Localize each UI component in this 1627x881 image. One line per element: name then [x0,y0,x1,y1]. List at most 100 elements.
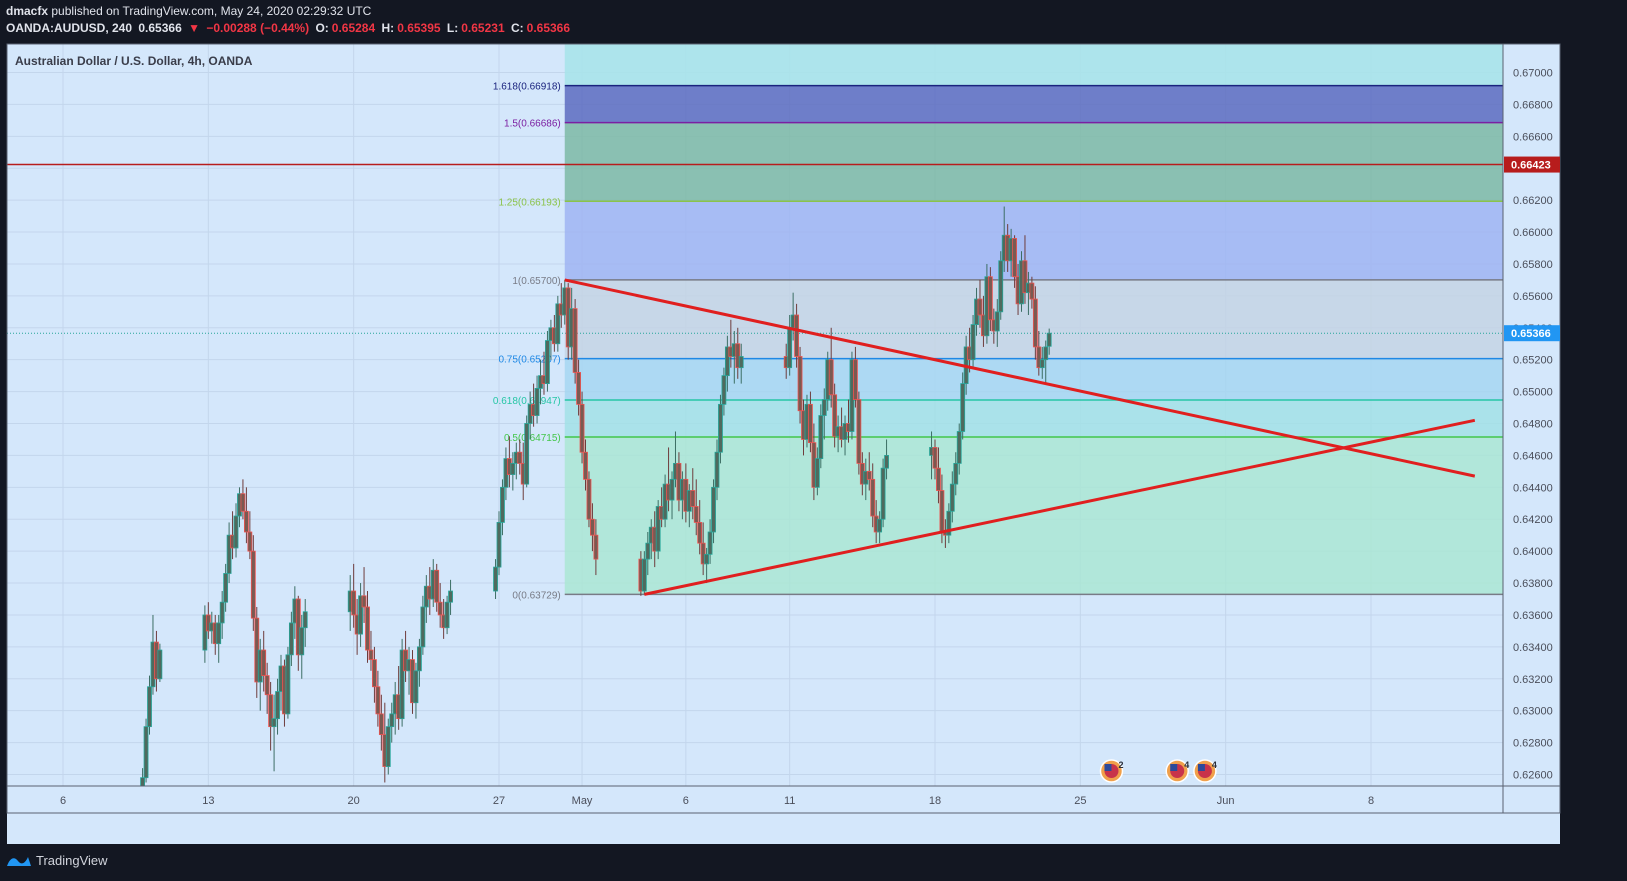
fib-zone [564,201,1503,280]
trendlines[interactable] [564,278,1476,596]
candle-body [949,483,955,512]
resistance-price-tag[interactable] [1504,156,1560,173]
candle-body [866,470,872,480]
fib-label: 1.618(0.66918) [493,82,561,93]
candle-body [956,431,962,464]
candle-body [655,506,661,552]
candle-body [814,458,820,488]
publisher-name[interactable]: dmacfx [6,4,49,18]
price-tick-label: 0.63000 [1513,706,1553,718]
candle-body [268,694,274,728]
trendline[interactable] [644,418,1476,596]
candle-body [517,451,523,464]
candle-body [939,490,945,533]
current-price-tag[interactable] [1504,325,1560,342]
fib-label: 0.618(0.64947) [493,396,561,407]
price-tick-label: 0.66200 [1513,195,1553,207]
candle-body [700,542,706,565]
candle-body [1039,359,1045,369]
time-tick-label: May [572,795,593,807]
candle-body [1036,346,1042,369]
time-tick-label: 13 [202,795,214,807]
candle-body [1046,332,1052,347]
candle-body [372,659,377,688]
candle-body [960,383,966,432]
candle-body [448,590,453,603]
candle-body [389,713,395,728]
candle-body [870,478,876,517]
candle-body [240,493,246,512]
candle-body [378,713,384,736]
candle-body [593,534,599,560]
candle-body [285,654,291,715]
candle-body [219,601,225,624]
time-tick-label: 6 [683,795,689,807]
price-tick-label: 0.63400 [1513,642,1553,654]
time-tick-label: Jun [1217,795,1235,807]
chart-frame [6,43,1561,814]
flag-canton-icon [1170,764,1178,771]
price-tick-label: 0.64000 [1513,546,1553,558]
published-text: published on TradingView.com, May 24, 20… [51,4,372,18]
candle-body [693,506,699,523]
trendline[interactable] [564,278,1476,478]
down-arrow-icon: ▼ [188,21,200,35]
chart-title: Australian Dollar / U.S. Dollar, 4h, OAN… [15,54,253,68]
time-tick-label: 18 [929,795,941,807]
candle-body [645,542,651,560]
price-tick-label: 0.62800 [1513,738,1553,750]
candle-body [417,646,422,672]
candle-body [579,403,585,453]
candle-body [583,451,588,480]
candle-body [500,486,505,523]
candle-body [413,670,419,704]
fib-zone [564,358,1503,401]
price-tick-label: 0.65800 [1513,259,1553,271]
candle-body [157,649,163,680]
candle-body [576,372,581,405]
candle-body [808,403,813,444]
candle-body [794,314,799,357]
candle-body [524,423,530,485]
fib-zone [564,122,1503,202]
candle-body [250,550,256,619]
time-tick-label: 20 [348,795,360,807]
candle-body [351,590,357,616]
candle-body [444,601,450,629]
candle-body [358,595,363,635]
price-tick-label: 0.65600 [1513,291,1553,303]
candle-body [216,622,222,645]
fib-zone [564,44,1503,86]
event-markers[interactable]: 2 4 4 [1099,759,1217,783]
candle-body [385,726,391,767]
axes: 0.670000.668000.666000.664000.662000.660… [6,43,1561,814]
candle-body [828,359,834,396]
symbol-label: OANDA:AUDUSD, 240 [6,21,133,35]
candle-body [946,510,952,536]
candle-body [690,490,696,507]
tradingview-logo[interactable]: TradingView [6,853,108,868]
price-tick-label: 0.66000 [1513,227,1553,239]
fib-label: 1.5(0.66686) [504,119,561,130]
candle-body [1043,346,1049,361]
price-tick-label: 0.64400 [1513,482,1553,494]
candle-body [818,415,824,460]
price-tick-label: 0.63200 [1513,674,1553,686]
candle-body [724,346,730,377]
candle-body [147,686,152,728]
candle-body [572,308,578,373]
candle-body [711,486,716,533]
time-tick-label: 25 [1074,795,1086,807]
price-tick-label: 0.66600 [1513,131,1553,143]
candle-body [399,649,405,720]
candle-body [143,726,149,779]
price-tick-label: 0.62600 [1513,770,1553,782]
candle-body [641,558,647,592]
candle-body [821,399,827,416]
candle-body [735,343,741,369]
candle-body [856,399,862,464]
candle-body [987,276,993,321]
current-price-tag-label: 0.65366 [1511,328,1551,340]
candle-body [247,531,253,552]
